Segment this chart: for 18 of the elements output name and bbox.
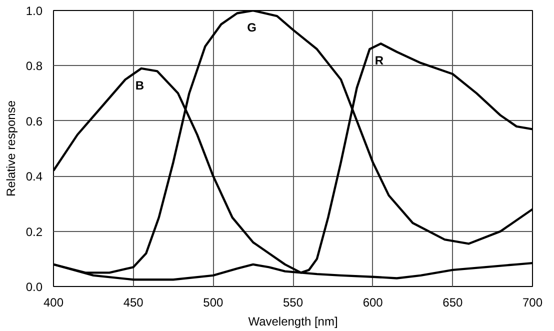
y-tick-label: 0.6 (26, 114, 43, 128)
x-tick-label: 700 (522, 296, 543, 310)
series-label: G (247, 20, 256, 34)
y-tick-label: 1.0 (26, 4, 43, 18)
y-tick-label: 0.2 (26, 224, 43, 239)
series-label: B (135, 78, 144, 92)
series-label: R (374, 54, 384, 68)
x-tick-label: 500 (203, 296, 224, 310)
x-axis-title: Wavelength [nm] (248, 314, 338, 328)
x-tick-label: 650 (442, 296, 464, 310)
y-tick-label: 0.0 (26, 280, 43, 294)
x-tick-label: 400 (43, 296, 64, 310)
y-tick-label: 0.4 (26, 170, 43, 184)
x-tick-label: 450 (123, 296, 144, 310)
x-tick-label: 600 (362, 296, 384, 310)
y-axis-title: Relative response (4, 100, 18, 197)
y-tick-label: 0.8 (26, 59, 43, 74)
x-tick-label: 550 (282, 296, 304, 310)
